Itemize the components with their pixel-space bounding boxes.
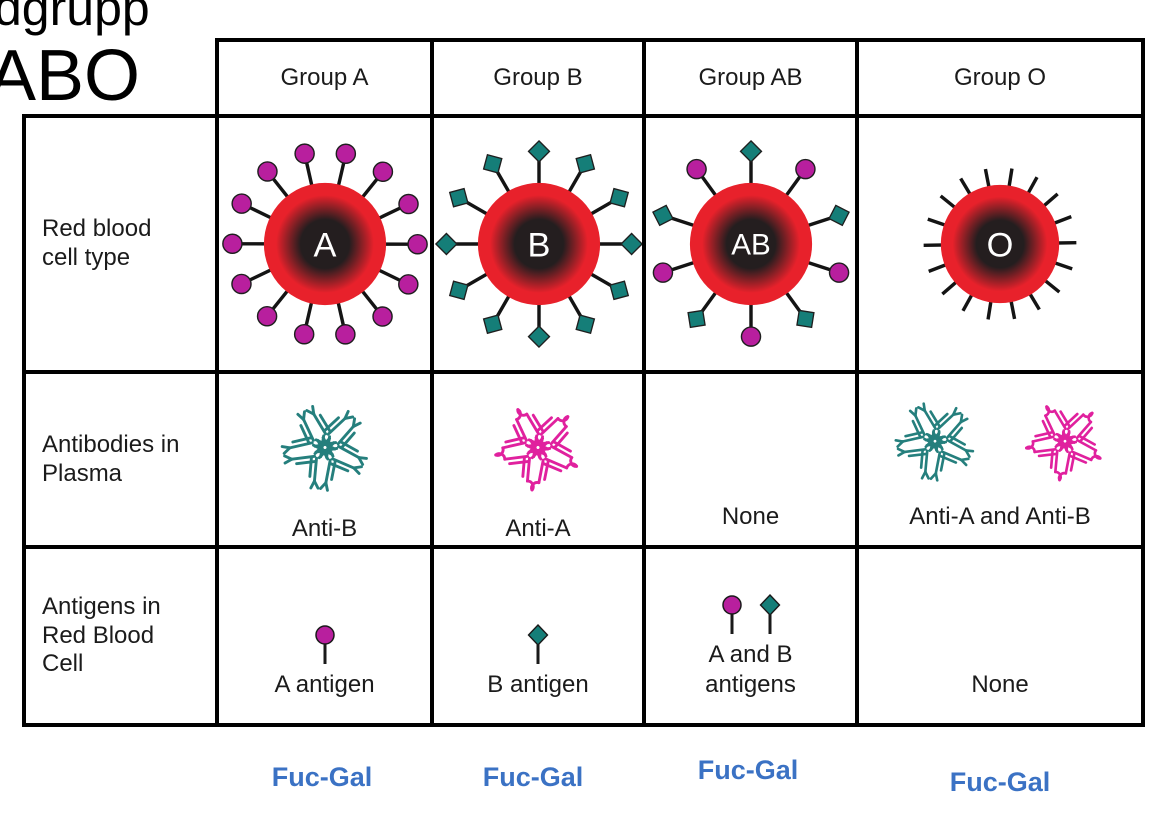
antigen-cell-group-b: B antigen	[430, 545, 646, 727]
no-antibody-area	[646, 374, 855, 502]
antigen-label: A antigen	[274, 670, 375, 698]
svg-text:AB: AB	[731, 229, 770, 262]
row-header-label: Antigens in Red Blood Cell	[42, 592, 161, 678]
antigen-label: A and B antigens	[705, 641, 796, 698]
svg-text:B: B	[528, 226, 551, 264]
rbc-cell-group-b: B	[430, 114, 646, 374]
column-header-group-b: Group B	[430, 38, 646, 118]
rbc-cell-group-o: O	[855, 114, 1145, 374]
antibody-cell-group-o: Anti-A and Anti-B	[855, 370, 1145, 549]
antibody-label: Anti-A and Anti-B	[909, 503, 1091, 530]
row-header-label: Antibodies in Plasma	[42, 430, 180, 487]
antibody-cell-group-b: Anti-A	[430, 370, 646, 549]
rbc-group-ab-icon: AB	[646, 139, 856, 349]
rbc-cell-group-a: A	[215, 114, 434, 374]
column-header-group-ab: Group AB	[642, 38, 859, 118]
antigen-cell-group-o: None	[855, 545, 1145, 727]
antigen-label: None	[971, 670, 1029, 698]
row-header-antibodies-in-plasma: Antibodies in Plasma	[22, 370, 219, 549]
antigen-label: B antigen	[487, 670, 589, 698]
a-antigen-icon	[308, 624, 342, 668]
anti-a-antibody-icon	[434, 374, 642, 514]
column-header-group-a: Group A	[215, 38, 434, 118]
fucgal-label-group-o: Fuc-Gal	[949, 767, 1051, 797]
a-and-b-antigen-icons	[715, 594, 787, 638]
anti-a-and-anti-b-antibody-icons	[859, 374, 1141, 502]
antigen-cell-group-a: A antigen	[215, 545, 434, 727]
fucgal-label-group-ab: Fuc-Gal	[697, 755, 799, 785]
antigen-cell-group-ab: A and B antigens	[642, 545, 859, 727]
abo-heading: ABO	[0, 36, 141, 116]
svg-text:A: A	[313, 226, 336, 264]
row-header-label: Red blood cell type	[42, 215, 152, 271]
antibody-cell-group-ab: None	[642, 370, 859, 549]
fucgal-label-group-a: Fuc-Gal	[271, 762, 373, 792]
rbc-group-a-icon: A	[220, 139, 430, 349]
column-header-group-o: Group O	[855, 38, 1145, 118]
anti-b-antibody-icon	[219, 374, 430, 514]
antibody-label: Anti-B	[291, 515, 358, 542]
antibody-label: None	[721, 502, 780, 530]
clipped-title-fragment: dgrupp	[0, 0, 150, 36]
rbc-cell-group-ab: AB	[642, 114, 859, 374]
row-header-antigens-in-red-blood-cell: Antigens in Red Blood Cell	[22, 545, 219, 727]
antibody-cell-group-a: Anti-B	[215, 370, 434, 549]
row-header-red-blood-cell-type: Red blood cell type	[22, 114, 219, 374]
rbc-group-o-icon: O	[895, 139, 1105, 349]
fucgal-label-group-b: Fuc-Gal	[482, 762, 584, 792]
svg-text:O: O	[987, 226, 1014, 264]
antibody-label: Anti-A	[505, 515, 571, 542]
b-antigen-icon	[521, 623, 555, 668]
rbc-group-b-icon: B	[434, 139, 644, 349]
